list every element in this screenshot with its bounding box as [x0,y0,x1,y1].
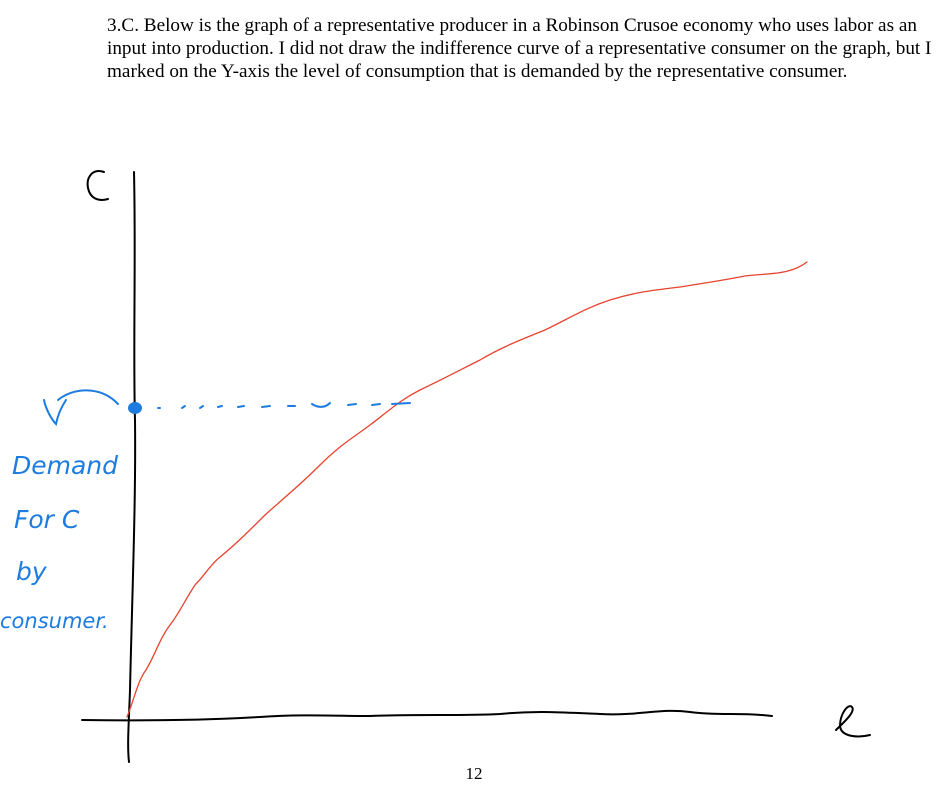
annotation-line-2: For C [14,505,80,534]
x-axis-label-l [835,705,871,738]
x-axis [81,709,773,722]
y-axis [127,171,137,763]
annotation-line-3: by [16,557,48,586]
demand-point-marker [128,402,142,414]
question-text: 3.C. Below is the graph of a representat… [107,15,932,82]
annotation-line-1: Demand [12,451,118,480]
page-number: 12 [465,764,483,783]
y-axis-label-c [86,170,109,201]
demand-annotation: Demand For C by consumer. [0,451,118,633]
production-function-curve [126,261,808,718]
annotation-line-4: consumer. [0,609,109,633]
annotation-arrow [43,389,119,427]
demand-level-dotted-line [157,402,411,409]
